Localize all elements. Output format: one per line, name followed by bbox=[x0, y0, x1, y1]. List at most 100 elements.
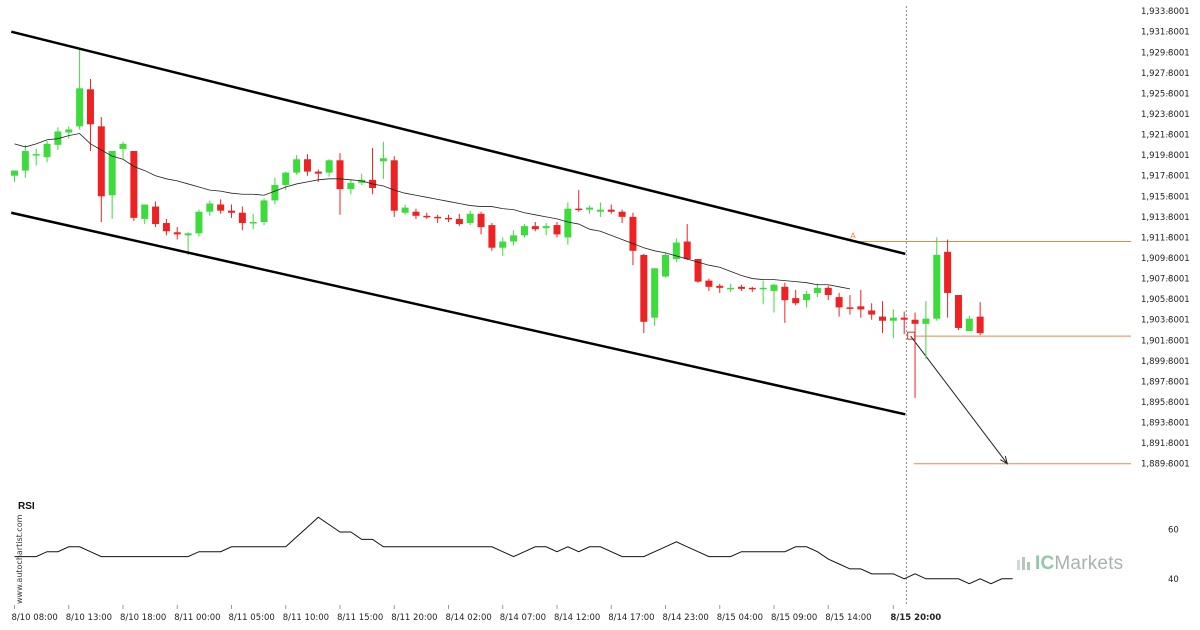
time-tick-label: 8/14 12:00 bbox=[554, 613, 600, 623]
candle-body-down bbox=[152, 206, 160, 225]
time-tick-label: 8/11 20:00 bbox=[391, 613, 437, 623]
price-tick-label: 1,927.8001 bbox=[1141, 69, 1190, 79]
candle-body-down bbox=[640, 254, 648, 322]
candle-body-down bbox=[911, 319, 919, 324]
candle-body-down bbox=[412, 211, 420, 216]
candle-body-up bbox=[596, 209, 604, 212]
candle-body-down bbox=[857, 306, 865, 310]
price-tick-label: 1,919.8001 bbox=[1141, 151, 1190, 161]
candle-body-down bbox=[683, 241, 691, 260]
time-tick-label: 8/11 15:00 bbox=[337, 613, 383, 623]
forecast-arrow-head bbox=[1000, 455, 1009, 465]
forecast-levels: A bbox=[850, 232, 1131, 465]
candle-body-up bbox=[141, 204, 149, 219]
candle-body-down bbox=[748, 287, 756, 290]
time-tick-label: 8/15 20:00 bbox=[890, 613, 941, 623]
candle-body-up bbox=[672, 242, 680, 260]
candle-body-down bbox=[445, 217, 452, 220]
candle-body-up bbox=[662, 254, 669, 277]
candle-body-down bbox=[976, 316, 984, 334]
candle-body-up bbox=[54, 131, 62, 145]
candle-body-down bbox=[173, 232, 181, 235]
price-axis-ticks: 1,933.8001 1,931.8001 1,929.8001 1,927.8001… bbox=[1141, 7, 1190, 470]
descending-channel bbox=[10, 30, 906, 416]
entry-marker bbox=[907, 331, 916, 340]
rsi-panel: RSI bbox=[14, 501, 1013, 585]
candle-body-up bbox=[195, 211, 203, 234]
candle-body-up bbox=[249, 222, 257, 224]
time-tick-label: 8/15 09:00 bbox=[771, 613, 817, 623]
candle-body-up bbox=[510, 235, 518, 242]
price-tick-label: 1,921.8001 bbox=[1141, 131, 1190, 141]
candle-body-down bbox=[228, 210, 235, 213]
candle-body-up bbox=[271, 184, 279, 201]
candle-body-up bbox=[260, 200, 268, 222]
candle-body-up bbox=[922, 318, 930, 324]
candle-body-down bbox=[824, 287, 832, 296]
candle-body-up bbox=[119, 143, 127, 149]
candle-body-up bbox=[108, 151, 116, 196]
time-tick-label: 8/10 08:00 bbox=[12, 613, 58, 623]
price-tick-label: 1,893.8001 bbox=[1141, 419, 1190, 429]
candle-body-up bbox=[358, 179, 366, 183]
channel-lower-line bbox=[10, 211, 906, 416]
time-tick-label: 8/15 04:00 bbox=[717, 613, 763, 623]
candle-body-up bbox=[379, 158, 387, 162]
candle-body-down bbox=[336, 160, 344, 190]
rsi-title: RSI bbox=[18, 501, 35, 512]
candle-body-up bbox=[43, 143, 51, 158]
candle-body-down bbox=[705, 280, 713, 287]
candle-body-up bbox=[965, 318, 973, 332]
price-tick-label: 1,897.8001 bbox=[1141, 377, 1190, 387]
candle-body-down bbox=[423, 215, 431, 218]
candle-body-up bbox=[651, 268, 659, 318]
candle-body-up bbox=[564, 208, 572, 238]
time-tick-label: 8/10 18:00 bbox=[120, 613, 166, 623]
price-tick-label: 1,933.8001 bbox=[1141, 7, 1190, 17]
time-tick-label: 8/10 13:00 bbox=[66, 613, 112, 623]
candle-body-up bbox=[542, 226, 550, 229]
price-tick-label: 1,899.8001 bbox=[1141, 357, 1190, 367]
candle-body-up bbox=[293, 159, 301, 173]
candle-body-up bbox=[933, 254, 941, 319]
candle-body-down bbox=[303, 159, 311, 172]
brand-ic: IC bbox=[1035, 553, 1055, 574]
price-tick-label: 1,915.8001 bbox=[1141, 192, 1190, 202]
pattern-point-label: A bbox=[850, 232, 856, 241]
candle-body-down bbox=[477, 213, 485, 228]
candle-body-down bbox=[314, 171, 322, 174]
time-tick-label: 8/15 14:00 bbox=[825, 613, 871, 623]
candle-body-down bbox=[629, 216, 637, 251]
candle-body-down bbox=[455, 218, 463, 225]
candle-body-up bbox=[499, 241, 507, 248]
time-tick-label: 8/11 00:00 bbox=[174, 613, 220, 623]
channel-upper-line bbox=[10, 30, 906, 256]
rsi-line bbox=[14, 516, 1013, 585]
price-tick-label: 1,911.8001 bbox=[1141, 233, 1190, 243]
candle-body-down bbox=[737, 286, 745, 289]
candle-body-down bbox=[130, 151, 138, 218]
candle-body-up bbox=[347, 182, 355, 190]
candle-body-down bbox=[846, 307, 854, 309]
candlesticks bbox=[11, 49, 984, 398]
time-tick-label: 8/14 02:00 bbox=[446, 613, 492, 623]
time-tick-label: 8/14 23:00 bbox=[663, 613, 709, 623]
time-tick-label: 8/14 17:00 bbox=[608, 613, 654, 623]
time-axis: 8/10 08:00 8/10 13:00 8/10 18:00 8/11 00:00… bbox=[12, 605, 941, 623]
price-tick-label: 1,923.8001 bbox=[1141, 110, 1190, 120]
rsi-tick-label: 60 bbox=[1168, 526, 1179, 536]
time-tick-label: 8/11 10:00 bbox=[283, 613, 329, 623]
candle-body-down bbox=[488, 225, 496, 248]
candle-body-down bbox=[607, 209, 615, 212]
brand-markets: Markets bbox=[1054, 553, 1124, 574]
brand-logo: ICMarkets bbox=[1016, 553, 1123, 575]
candle-body-up bbox=[21, 151, 29, 171]
candle-body-up bbox=[76, 88, 84, 127]
candle-body-up bbox=[401, 207, 409, 213]
candle-body-up bbox=[11, 170, 18, 176]
candle-body-down bbox=[97, 126, 105, 197]
candle-body-up bbox=[770, 284, 778, 291]
candle-body-up bbox=[889, 317, 897, 321]
time-tick-label: 8/11 05:00 bbox=[229, 613, 275, 623]
candle-body-up bbox=[727, 287, 735, 290]
